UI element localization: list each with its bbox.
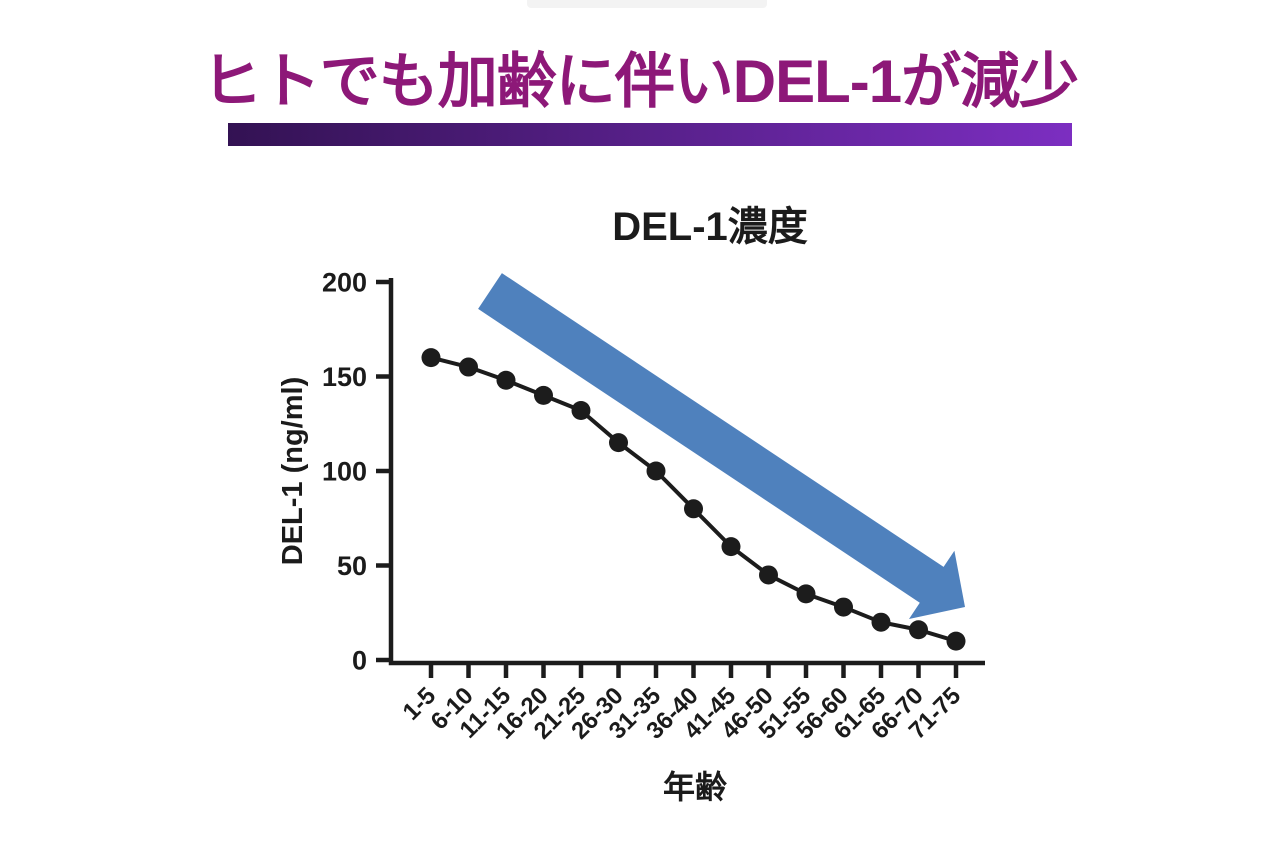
- axis-spines: [388, 278, 985, 666]
- y-tick-label: 150: [322, 362, 367, 392]
- trend-arrow-down-icon: [478, 273, 965, 619]
- tick-labels: 0501001502001-56-1011-1516-2021-2526-303…: [322, 268, 966, 745]
- data-point: [459, 357, 478, 377]
- data-point: [571, 401, 591, 421]
- data-point: [796, 584, 816, 604]
- data-point: [909, 620, 928, 640]
- y-axis-label: DEL-1 (ng/ml): [277, 377, 309, 566]
- data-point: [684, 499, 703, 519]
- data-point: [834, 597, 853, 617]
- y-tick-label: 200: [322, 268, 367, 298]
- data-point: [496, 370, 516, 390]
- data-point: [421, 348, 441, 368]
- data-point: [759, 565, 778, 585]
- slide-title: ヒトでも加齢に伴いDEL-1が減少: [201, 48, 1079, 115]
- chart-title: DEL-1濃度: [612, 205, 808, 249]
- data-point: [946, 631, 966, 651]
- y-tick-label: 0: [352, 646, 367, 676]
- title-underline-bar: [228, 123, 1072, 146]
- data-point: [871, 612, 891, 632]
- top-notch-decoration: [527, 0, 767, 8]
- data-point: [609, 433, 628, 453]
- y-tick-label: 50: [337, 551, 367, 581]
- data-point: [534, 385, 553, 405]
- axes: [376, 278, 985, 678]
- data-series: [421, 348, 966, 651]
- x-axis-label: 年齢: [663, 769, 727, 805]
- data-point: [721, 537, 741, 557]
- data-point: [646, 461, 666, 481]
- y-tick-label: 100: [322, 457, 367, 487]
